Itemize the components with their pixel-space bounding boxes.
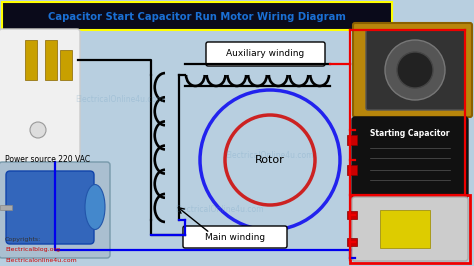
Text: Rotor: Rotor [255,155,285,165]
Bar [380,210,430,248]
Text: Electricalonline4u.com: Electricalonline4u.com [5,257,77,263]
Text: Capacitor Start Capacitor Run Motor Wiring Diagram: Capacitor Start Capacitor Run Motor Wiri… [48,12,346,22]
FancyBboxPatch shape [183,226,287,248]
Bar [25,40,37,80]
Bar [347,238,357,246]
Text: ElectricalOnline4u.com: ElectricalOnline4u.com [176,206,264,214]
Text: Main winding: Main winding [205,232,265,242]
FancyBboxPatch shape [353,23,472,117]
Text: Auxiliary winding: Auxiliary winding [226,49,304,59]
Circle shape [397,52,433,88]
Bar [347,211,357,219]
FancyBboxPatch shape [366,30,465,110]
FancyBboxPatch shape [352,117,468,198]
Text: Starting Capacitor: Starting Capacitor [370,130,450,139]
Circle shape [385,40,445,100]
Bar [347,135,357,145]
FancyBboxPatch shape [0,162,110,258]
Bar [2,2,392,30]
Bar [350,195,470,263]
FancyBboxPatch shape [206,42,325,66]
Text: Power source 220 VAC: Power source 220 VAC [5,156,90,164]
Ellipse shape [85,185,105,230]
Text: ElectricalOnline4u.com: ElectricalOnline4u.com [226,151,314,160]
Text: Electricalblog.org: Electricalblog.org [5,247,60,252]
Bar [0,205,12,210]
Bar [347,165,357,175]
Text: ElectricalOnline4u.com: ElectricalOnline4u.com [76,95,164,105]
FancyBboxPatch shape [352,197,468,261]
FancyBboxPatch shape [6,171,94,244]
Text: Copyrights:: Copyrights: [5,238,41,243]
Bar [45,40,57,80]
Circle shape [30,122,46,138]
FancyBboxPatch shape [0,29,80,165]
Bar [60,50,72,80]
